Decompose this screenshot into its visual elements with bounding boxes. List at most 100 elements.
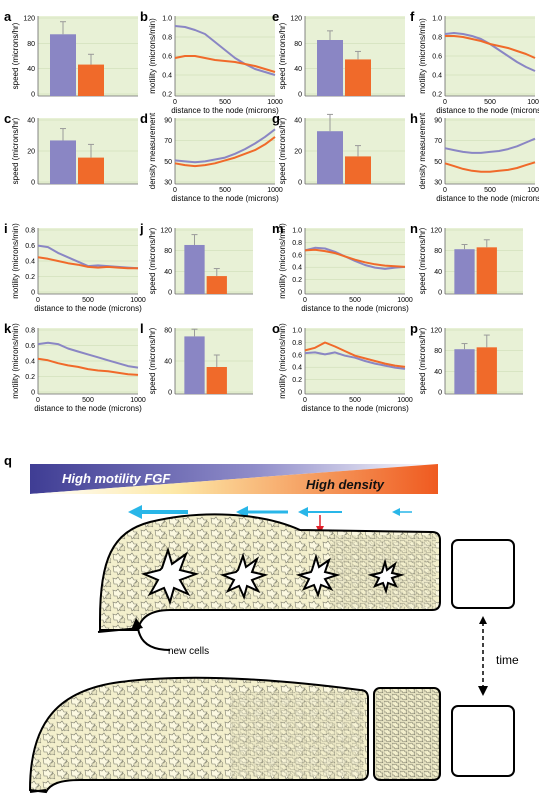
y-tick-label: 0.6 xyxy=(25,243,35,250)
plot-area xyxy=(305,328,405,394)
panel-i: i 0.8 0.6 0.4 0.2 0 motility (microns/min) 0 500… xyxy=(4,221,146,313)
y-axis-label: motility (microns/min) xyxy=(278,223,287,299)
x-tick-label: 1000 xyxy=(397,297,413,304)
y-tick-label: 30 xyxy=(434,180,442,187)
x-axis-label: distance to the node (microns) xyxy=(171,106,279,115)
panel-f: f 1.0 0.8 0.6 0.4 0.2 motility (microns/min) 0 5… xyxy=(410,9,539,115)
density-gradient xyxy=(30,464,438,494)
panel-e: e 120 80 40 0 speed (microns/hr) xyxy=(272,9,405,99)
y-tick-label: 40 xyxy=(164,359,172,366)
y-tick-label: 0.6 xyxy=(432,54,442,61)
panel-label-a: a xyxy=(4,9,12,24)
y-tick-label: 0.4 xyxy=(25,359,35,366)
y-axis-label: speed (microns/hr) xyxy=(11,22,20,89)
x-tick-label: 0 xyxy=(173,187,177,194)
y-tick-label: 0.8 xyxy=(25,228,35,235)
y-axis-label: motility (microns/min) xyxy=(11,323,20,399)
panel-label-b: b xyxy=(140,9,148,24)
y-tick-label: 90 xyxy=(164,118,172,125)
y-tick-label: 40 xyxy=(164,269,172,276)
y-tick-label: 0.4 xyxy=(292,365,302,372)
segment-box-upper xyxy=(451,539,515,609)
y-tick-label: 40 xyxy=(27,118,35,125)
panel-label-m: m xyxy=(272,221,284,236)
bar xyxy=(317,131,343,184)
y-tick-label: 0.4 xyxy=(25,259,35,266)
y-tick-label: 80 xyxy=(434,248,442,255)
y-tick-label: 0.2 xyxy=(292,377,302,384)
series-line-orange xyxy=(174,136,276,168)
y-tick-label: 0.2 xyxy=(25,274,35,281)
y-tick-label: 0 xyxy=(298,290,302,297)
y-axis-label: motility (microns/min) xyxy=(418,18,427,94)
panel-label-f: f xyxy=(410,9,415,24)
series-line-purple xyxy=(444,137,536,154)
panel-label-j: j xyxy=(139,221,144,236)
migration-arrows xyxy=(128,505,412,519)
y-tick-label: 40 xyxy=(434,369,442,376)
x-tick-label: 500 xyxy=(219,99,231,106)
x-tick-label: 1000 xyxy=(397,397,413,404)
panel-g: g 40 20 0 speed (microns/hr) xyxy=(272,111,405,187)
panel-label-l: l xyxy=(140,321,144,336)
x-tick-label: 500 xyxy=(349,297,361,304)
y-tick-label: 0 xyxy=(438,290,442,297)
y-tick-label: 0.4 xyxy=(292,265,302,272)
segment-box-lower xyxy=(451,705,515,777)
y-tick-label: 1.0 xyxy=(292,328,302,335)
y-tick-label: 0.4 xyxy=(162,73,172,80)
y-tick-label: 0 xyxy=(31,92,35,99)
x-tick-label: 500 xyxy=(484,187,496,194)
plot-area xyxy=(175,118,275,184)
x-tick-label: 500 xyxy=(219,187,231,194)
x-tick-label: 1000 xyxy=(267,99,283,106)
y-tick-label: 1.0 xyxy=(432,16,442,23)
y-tick-label: 70 xyxy=(434,138,442,145)
y-axis-label: speed (microns/hr) xyxy=(418,227,427,294)
bar xyxy=(345,156,371,184)
x-tick-label: 1000 xyxy=(267,187,283,194)
fgf-source-stars xyxy=(140,546,405,605)
y-tick-label: 20 xyxy=(27,149,35,156)
series-line-orange xyxy=(304,341,406,368)
y-axis-label: motility (microns/min) xyxy=(278,323,287,399)
bar xyxy=(78,64,104,96)
new-cells-label: new cells xyxy=(168,646,209,657)
y-tick-label: 0.6 xyxy=(162,54,172,61)
y-tick-label: 0 xyxy=(168,390,172,397)
y-tick-label: 0 xyxy=(168,290,172,297)
time-label: time xyxy=(496,653,519,667)
x-tick-label: 500 xyxy=(82,397,94,404)
segment-somite-lower xyxy=(373,687,441,781)
bar xyxy=(345,59,371,96)
schematic-q: q High motility FGF High density xyxy=(4,453,519,794)
panel-m: m 1.0 0.8 0.6 0.4 0.2 0 motility (microns/min) 0… xyxy=(272,221,413,313)
x-axis-label: distance to the node (microns) xyxy=(301,404,409,413)
x-tick-label: 500 xyxy=(82,297,94,304)
bar xyxy=(184,336,205,394)
bar xyxy=(476,247,497,294)
panel-label-c: c xyxy=(4,111,11,126)
y-tick-label: 0.2 xyxy=(292,277,302,284)
y-axis-label: speed (microns/hr) xyxy=(148,227,157,294)
x-axis-label: distance to the node (microns) xyxy=(34,404,142,413)
y-tick-label: 80 xyxy=(164,328,172,335)
series-line-orange xyxy=(37,256,138,270)
y-tick-label: 0.8 xyxy=(292,340,302,347)
y-tick-label: 0.6 xyxy=(292,252,302,259)
series-line-orange xyxy=(37,357,139,376)
x-axis-label: distance to the node (microns) xyxy=(171,194,279,203)
panel-a: a 120 80 40 0 speed (microns/hr) xyxy=(4,9,138,99)
y-tick-label: 80 xyxy=(164,248,172,255)
y-tick-label: 0.2 xyxy=(25,374,35,381)
y-tick-label: 0 xyxy=(31,390,35,397)
bar xyxy=(206,276,227,294)
panel-label-k: k xyxy=(4,321,12,336)
y-axis-label: density measurement xyxy=(418,112,427,189)
y-tick-label: 0.6 xyxy=(25,343,35,350)
panel-b: b 1.0 0.8 0.6 0.4 0.2 motility (microns/min) 0 5… xyxy=(140,9,283,115)
y-tick-label: 120 xyxy=(290,16,302,23)
panel-p: p 120 80 40 0 speed (microns/hr) xyxy=(410,321,523,397)
series-line-orange xyxy=(444,161,536,173)
y-tick-label: 120 xyxy=(430,328,442,335)
